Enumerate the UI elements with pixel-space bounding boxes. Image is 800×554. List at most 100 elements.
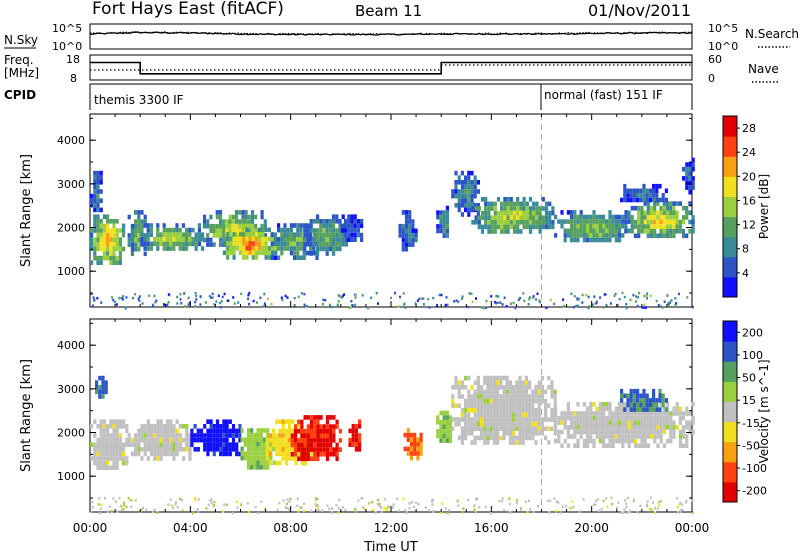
range-cell [524,421,528,427]
range-cell [98,394,102,399]
ground-scatter-cell [576,304,579,307]
range-cell [134,451,138,457]
range-cell [573,233,577,238]
range-cell [275,437,279,443]
ground-scatter-cell [248,302,250,306]
ground-scatter-cell [343,293,346,296]
range-cell [477,206,481,211]
range-cell [284,428,288,434]
colorbar-swatch [723,276,737,298]
range-cell [143,214,147,220]
range-cell [209,228,213,234]
range-cell [235,245,239,251]
ground-scatter-cell [466,305,469,309]
range-cell [573,228,577,234]
range-cell [125,428,129,434]
range-cell [354,442,358,447]
range-cell [506,206,510,211]
ground-scatter-cell [106,510,109,513]
range-cell [483,426,487,431]
noise-traces [89,31,693,36]
range-cell [659,215,663,220]
range-cell [650,420,654,425]
range-cell [106,223,110,229]
range-cell [193,447,197,452]
nsky-tick-bottom: 10^0 [52,40,82,53]
ground-scatter-cell [192,511,195,515]
range-cell [675,406,679,412]
ground-scatter-cell [118,297,121,300]
range-cell [503,229,507,234]
range-cell [548,224,552,230]
range-cell [586,434,590,439]
range-cell [637,415,641,421]
range-cell [356,223,360,229]
range-cell [156,241,160,247]
range-cell [464,408,468,413]
range-cell [633,233,638,239]
range-cell [489,412,493,418]
range-cell [473,203,477,208]
range-cell [284,433,288,438]
ground-scatter-cell [646,500,649,503]
range-cell [99,207,103,213]
range-cell [474,206,478,211]
range-cell [639,402,643,408]
ground-scatter-cell [247,293,250,297]
range-cell [457,394,461,399]
range-cell [634,411,638,416]
range-cell [658,407,662,412]
range-cell [487,201,491,207]
ground-scatter-cell [254,505,257,509]
range-cell [250,465,254,470]
range-cell [261,232,265,237]
ground-scatter-cell [317,508,320,511]
range-cell [682,411,686,416]
range-cell [316,447,320,452]
range-cell [212,437,216,443]
range-cell [329,451,333,457]
range-cell [299,237,303,242]
range-cell [592,429,596,435]
ground-scatter-cell [222,510,225,513]
range-cell [576,402,580,407]
range-cell [470,385,474,390]
range-cell [325,237,329,242]
range-cell [106,237,110,242]
range-cell [624,228,628,234]
range-cell [303,447,307,452]
range-cell [112,232,116,238]
ground-scatter-cell [179,497,181,501]
range-cell [540,426,544,431]
range-cell [172,246,176,251]
ground-scatter-cell [549,298,552,302]
range-cell [235,236,239,242]
range-cell [454,403,458,408]
range-cell [521,408,525,413]
ground-scatter-cell [636,304,639,308]
range-cell [605,429,609,435]
ground-scatter-cell [315,504,318,507]
range-cell [669,215,673,220]
range-cell [235,442,239,447]
range-cell [611,420,615,425]
range-cell [127,233,131,238]
ground-scatter-cell [154,300,157,304]
range-cell [598,223,602,229]
range-cell [140,437,144,443]
range-cell [512,224,517,230]
range-cell [162,442,166,447]
range-cell [332,428,336,434]
range-cell [153,447,157,452]
range-cell [457,435,461,441]
range-cell [96,189,100,194]
range-cell [502,431,506,436]
ground-scatter-cell [535,298,538,301]
range-cell [303,415,307,420]
ground-scatter-cell [232,296,235,299]
ground-scatter-cell [549,499,552,503]
range-cell [512,408,516,413]
range-cell [537,394,541,399]
ground-scatter-cell [196,508,199,511]
range-cell [262,451,267,456]
